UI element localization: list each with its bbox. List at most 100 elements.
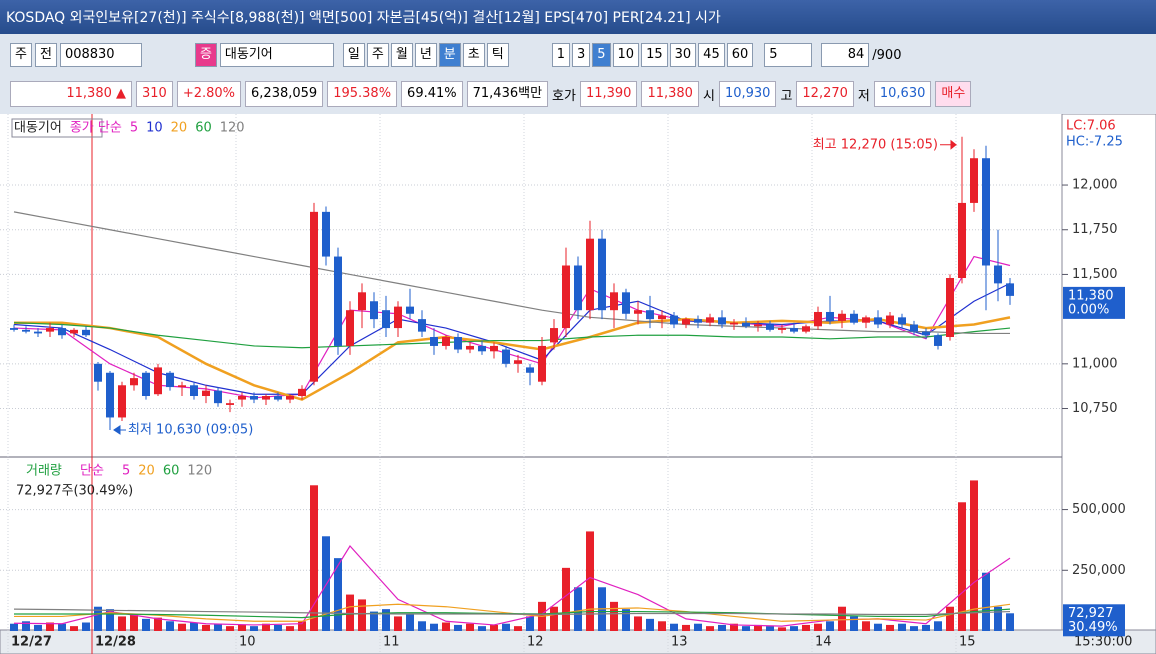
candle-body xyxy=(250,396,258,400)
volume-bar xyxy=(958,502,966,631)
toolbar-button[interactable]: 10 xyxy=(612,43,640,67)
mode[interactable]: 전 xyxy=(34,43,57,67)
x-tick-label: 12/28 xyxy=(95,635,136,650)
price: 11,380 ▲ xyxy=(10,81,132,107)
x-tick-label: 12 xyxy=(527,635,544,650)
volume-bar xyxy=(130,614,138,631)
volume-bar xyxy=(190,622,198,631)
toolbar-button[interactable]: 30 xyxy=(669,43,697,67)
name-input[interactable]: 대동기어 xyxy=(219,43,334,67)
volume-bar xyxy=(754,624,762,631)
legend-entry: 60 xyxy=(163,464,180,479)
volume-bar xyxy=(70,626,78,631)
toolbar-button[interactable]: 초 xyxy=(462,43,485,67)
legend-entry: 120 xyxy=(187,464,212,479)
toolbar-button[interactable]: 1 xyxy=(551,43,570,67)
volume-bar xyxy=(730,623,738,631)
candle-body xyxy=(298,388,306,397)
candle-body xyxy=(394,306,402,329)
volume-bar xyxy=(994,606,1002,631)
x-tick-label: 15 xyxy=(959,635,976,650)
candle-body xyxy=(910,324,918,332)
count[interactable]: 84 xyxy=(821,43,870,67)
candle-body xyxy=(334,256,342,346)
volume-bar xyxy=(118,616,126,631)
toolbar-button[interactable]: 45 xyxy=(698,43,725,67)
volume-bar xyxy=(922,624,930,631)
volume-bar xyxy=(622,609,630,631)
hc: HC:-7.25 xyxy=(1066,135,1123,150)
annotation-arrow xyxy=(113,425,126,435)
y-tick-label: 11,500 xyxy=(1072,267,1118,282)
candle-body xyxy=(994,265,1002,284)
code-input[interactable]: 008830 xyxy=(59,43,142,67)
volume-bar xyxy=(262,623,270,631)
toolbar-button[interactable]: 년 xyxy=(414,43,437,67)
candle-body xyxy=(226,403,234,405)
volume-bar xyxy=(298,621,306,631)
candle-body xyxy=(670,315,678,325)
volume-bar xyxy=(802,624,810,631)
unit[interactable]: 5 xyxy=(764,43,813,67)
label: 호가 xyxy=(552,88,576,104)
volume-info: 72,927주(30.49%) xyxy=(16,484,133,499)
candle-body xyxy=(526,367,534,373)
volume-bar xyxy=(526,616,534,631)
toolbar-button[interactable]: 5 xyxy=(592,43,611,67)
volume-bar xyxy=(406,614,414,631)
volume-bar xyxy=(790,626,798,631)
toolbar-button[interactable]: 일 xyxy=(342,43,365,67)
volume-bar xyxy=(442,622,450,631)
volume-bar xyxy=(502,623,510,631)
toolbar-button[interactable]: 60 xyxy=(726,43,754,67)
volume-bar xyxy=(1006,613,1014,631)
toolbar-button[interactable]: 분 xyxy=(438,43,461,67)
annotation: 최저 10,630 (09:05) xyxy=(128,422,253,437)
buy-button[interactable]: 매수 xyxy=(935,81,972,107)
volume: 6,238,059 xyxy=(245,81,324,107)
candle-body xyxy=(538,345,546,382)
volume-bar xyxy=(490,624,498,631)
candle-body xyxy=(886,315,894,325)
last-rate: 30.49% xyxy=(1068,620,1118,635)
volume-bar xyxy=(634,616,642,631)
volume-bar xyxy=(346,594,354,631)
volume-bar xyxy=(514,626,522,631)
toolbar-button[interactable]: 3 xyxy=(571,43,591,67)
volume-bar xyxy=(982,572,990,631)
candle-body xyxy=(826,311,834,321)
candle-body xyxy=(94,363,102,382)
candle-body xyxy=(202,390,210,397)
toolbar-button[interactable]: 주 xyxy=(366,43,389,67)
market[interactable]: 주 xyxy=(10,43,32,67)
volume-bar xyxy=(22,621,30,631)
candle-body xyxy=(574,265,582,311)
candle-body xyxy=(238,396,246,400)
label: 고 xyxy=(780,88,793,104)
low: 10,630 xyxy=(873,81,932,107)
toolbar-button[interactable]: 15 xyxy=(641,43,668,67)
candle-body xyxy=(706,317,714,323)
legend-entry: 20 xyxy=(171,121,188,136)
candle-body xyxy=(658,315,666,320)
candle-body xyxy=(862,317,870,323)
candle-body xyxy=(502,349,510,364)
candle-body xyxy=(586,238,594,311)
badge[interactable]: 증 xyxy=(194,43,217,67)
toolbar-button[interactable]: 월 xyxy=(390,43,413,67)
ask: 11,390 xyxy=(579,81,638,107)
candle-body xyxy=(562,265,570,329)
volume-bar xyxy=(382,609,390,631)
last-rate: 0.00% xyxy=(1068,302,1109,317)
volume-bar xyxy=(850,616,858,631)
x-tick-label: 10 xyxy=(239,635,256,650)
bid: 11,380 xyxy=(641,81,699,107)
toolbar-button[interactable]: 틱 xyxy=(486,43,509,67)
candle-body xyxy=(730,322,738,325)
candle-body xyxy=(190,385,198,397)
candle-body xyxy=(634,310,642,314)
x-tick-label: 12/27 xyxy=(11,635,52,650)
volume-bar xyxy=(934,621,942,631)
candle-body xyxy=(46,328,54,332)
